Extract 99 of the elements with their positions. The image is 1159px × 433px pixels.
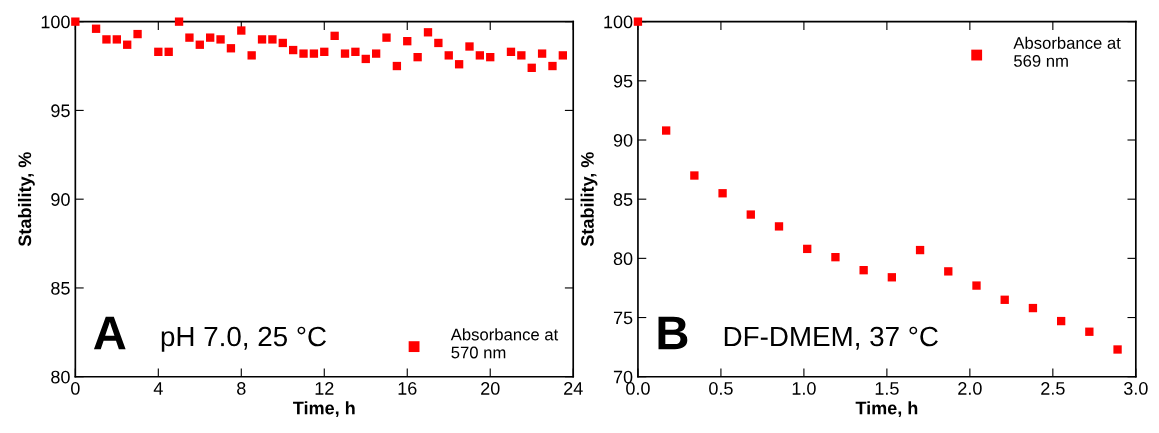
point [423,28,433,37]
point [392,61,402,71]
y-tick-label: 75 [613,311,633,325]
point [506,47,516,56]
x-tick-label: 24 [564,382,583,395]
point [309,49,319,58]
y-axis-title: Stability, % [580,152,598,247]
y-tick-label: 95 [613,74,633,88]
point [174,17,184,26]
point [247,51,256,60]
point [185,33,194,42]
point [944,267,953,276]
x-tick-label: 16 [398,382,417,395]
y-tick-label: 90 [613,133,633,147]
point [746,210,755,219]
annotation: B [658,316,688,350]
y-tick-label: 95 [51,104,70,118]
y-tick-label: 90 [51,193,70,206]
y-tick-label: 80 [51,370,70,384]
point [382,33,391,42]
point [268,35,277,44]
x-tick-label: 2.5 [1041,382,1065,395]
point [288,45,298,55]
point [133,29,142,39]
point [216,35,225,44]
annotation: A [93,316,126,350]
x-tick-label: 0 [71,382,80,395]
x-axis-title: Time, h [293,401,355,418]
point [164,47,173,56]
point [71,17,80,26]
x-tick-label: 20 [481,382,500,395]
x-tick-label: 8 [237,382,246,395]
point [361,54,370,64]
point [803,244,812,254]
annotation: DF-DMEM, 37 °C [724,326,938,350]
point [371,49,381,58]
point [403,37,412,46]
point [465,42,474,51]
point [887,273,897,282]
point [558,51,568,60]
x-tick-label: 0.0 [626,382,650,395]
point [226,44,236,53]
point [454,60,464,69]
point [257,35,267,44]
point [444,51,453,60]
point [486,52,495,62]
point [1000,295,1009,304]
x-tick-label: 1.0 [792,382,816,395]
point [517,51,526,60]
y-tick-label: 100 [604,15,633,29]
legend-label: Absorbance at 569 nm [1013,36,1121,67]
x-tick-label: 12 [315,382,334,395]
point [1113,345,1122,354]
point [102,35,111,44]
x-tick-label: 4 [153,382,163,395]
point [299,49,308,58]
y-tick-label: 85 [613,193,633,206]
point [537,49,547,58]
point [548,61,557,71]
point [774,222,784,231]
x-tick-label: 3.0 [1123,382,1148,395]
y-tick-label: 80 [613,252,633,266]
point [1028,303,1038,313]
legend-label: Absorbance at 570 nm [450,328,559,359]
point [690,171,699,180]
point [831,253,840,262]
point [351,47,360,56]
point [154,47,163,56]
point [195,40,204,49]
point [320,47,329,56]
point [475,51,485,60]
point [206,33,215,42]
point [859,266,868,275]
point [413,52,422,62]
point [718,189,727,198]
point [661,126,671,135]
point [278,38,287,48]
y-axis-title: Stability, % [17,152,35,247]
point [527,63,536,72]
point [112,35,121,44]
x-tick-label: 2.0 [958,382,982,395]
point [1056,316,1066,326]
point [330,31,339,41]
point [972,281,981,290]
point [434,38,443,48]
point [237,26,246,35]
point [91,24,101,33]
annotation: pH 7.0, 25 °C [161,326,326,352]
point [340,49,350,58]
x-axis-title: Time, h [855,401,918,418]
point [1085,327,1094,336]
y-tick-label: 85 [51,281,70,295]
y-tick-label: 100 [41,15,70,29]
point [123,40,132,49]
point [633,17,643,26]
x-tick-label: 1.5 [875,382,899,395]
y-tick-label: 70 [613,370,633,384]
point [915,245,925,255]
x-tick-label: 0.5 [709,382,733,395]
